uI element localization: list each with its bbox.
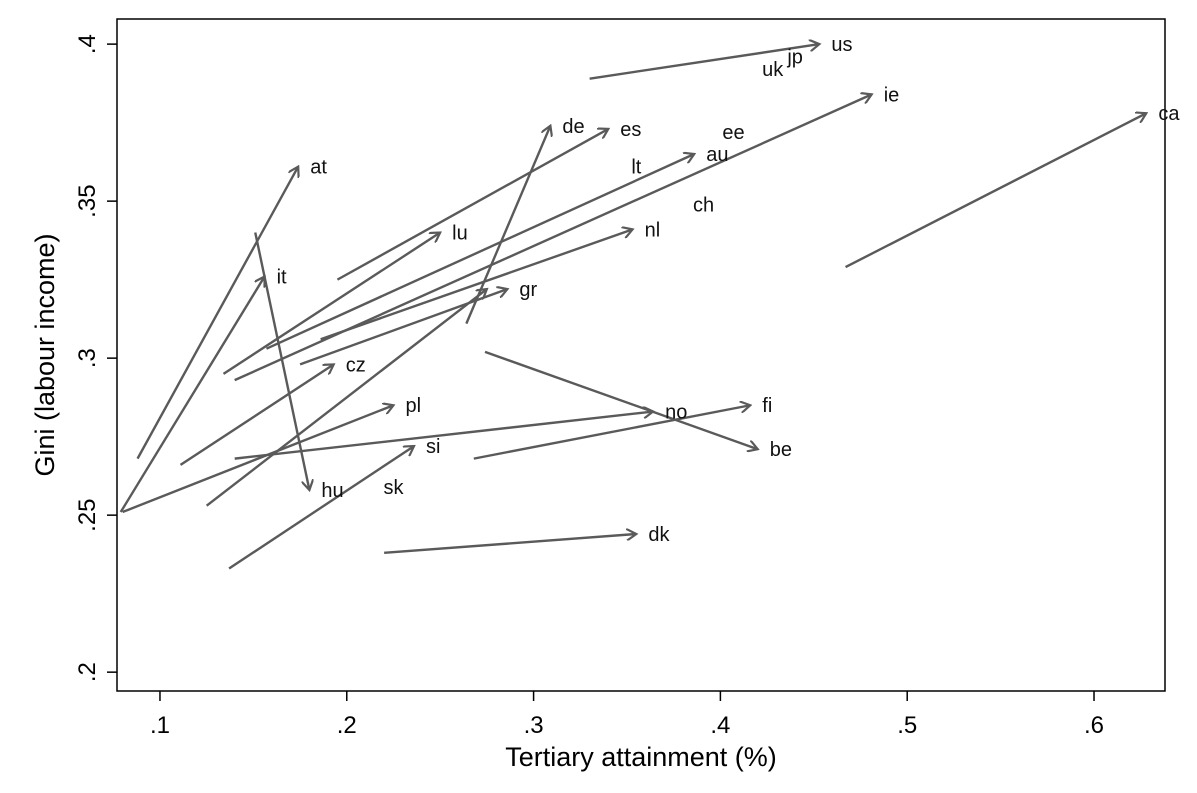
- plot-frame: [116, 18, 1166, 692]
- arrow-label-gr: gr: [519, 279, 537, 301]
- arrow-si: [228, 446, 414, 570]
- arrow-label-fi: fi: [762, 395, 772, 417]
- arrow-label-it: it: [277, 266, 287, 288]
- arrow-label-cz: cz: [346, 354, 366, 376]
- arrow-label-hu: hu: [321, 480, 343, 502]
- x-tick-label: .3: [524, 712, 544, 739]
- point-label-uk: uk: [762, 59, 784, 81]
- y-tick-label: .35: [74, 184, 101, 217]
- arrow-lu: [222, 233, 440, 375]
- y-tick-label: .4: [74, 34, 101, 54]
- x-tick-label: .6: [1084, 712, 1104, 739]
- y-tick-label: .3: [74, 348, 101, 368]
- y-tick-label: .25: [74, 498, 101, 531]
- arrow-be: [484, 350, 758, 449]
- arrow-label-si: si: [426, 436, 440, 458]
- arrow-label-be: be: [770, 439, 792, 461]
- arrow-fi: [473, 405, 750, 460]
- y-axis: .2 .25 .3 .35 .4: [74, 34, 117, 682]
- arrow-label-us: us: [831, 34, 852, 56]
- x-tick-label: .1: [150, 712, 170, 739]
- arrow-nl: [320, 229, 633, 341]
- point-label-sk: sk: [383, 477, 404, 499]
- arrow-label-de: de: [562, 116, 584, 138]
- arrow-label-es: es: [620, 119, 641, 141]
- arrow-label-ca: ca: [1158, 103, 1180, 125]
- arrow-series: [119, 44, 1147, 570]
- arrow-label-no: no: [665, 402, 687, 424]
- point-labels: at it hu lu au ie nl gr cz pl no fi be si de es dk us ca uk…: [277, 34, 1181, 546]
- arrow-es: [336, 129, 608, 281]
- x-tick-label: .5: [897, 712, 917, 739]
- arrow-label-au: au: [706, 144, 728, 166]
- arrow-label-pl: pl: [405, 395, 421, 417]
- arrow-it: [119, 276, 265, 513]
- arrow-label-lu: lu: [452, 223, 468, 245]
- x-axis-title: Tertiary attainment (%): [505, 742, 777, 772]
- arrow-us: [589, 44, 820, 80]
- x-tick-label: .4: [710, 712, 730, 739]
- arrow-no: [234, 412, 653, 460]
- x-axis: .1 .2 .3 .4 .5 .6: [150, 691, 1104, 739]
- arrow-de: [465, 126, 550, 325]
- arrow-label-at: at: [310, 157, 327, 179]
- arrow-cz: [179, 364, 334, 466]
- arrow-ca: [845, 113, 1147, 269]
- arrow-dk: [384, 534, 636, 555]
- arrow-gr: [299, 289, 507, 366]
- arrow-sk: [205, 289, 487, 507]
- arrow-hu: [254, 232, 309, 490]
- arrow-au: [265, 154, 694, 350]
- arrow-label-dk: dk: [648, 524, 670, 546]
- point-label-lt: lt: [631, 157, 641, 179]
- arrow-label-nl: nl: [645, 219, 661, 241]
- point-label-jp: jp: [786, 47, 803, 69]
- point-label-ee: ee: [722, 122, 744, 144]
- point-label-ch: ch: [693, 194, 714, 216]
- arrow-at: [136, 167, 299, 460]
- arrow-pl: [122, 405, 394, 514]
- arrow-ie: [234, 94, 872, 382]
- y-axis-title: Gini (labour income): [30, 233, 60, 476]
- arrow-label-ie: ie: [884, 84, 900, 106]
- y-tick-label: .2: [74, 662, 101, 682]
- x-tick-label: .2: [337, 712, 357, 739]
